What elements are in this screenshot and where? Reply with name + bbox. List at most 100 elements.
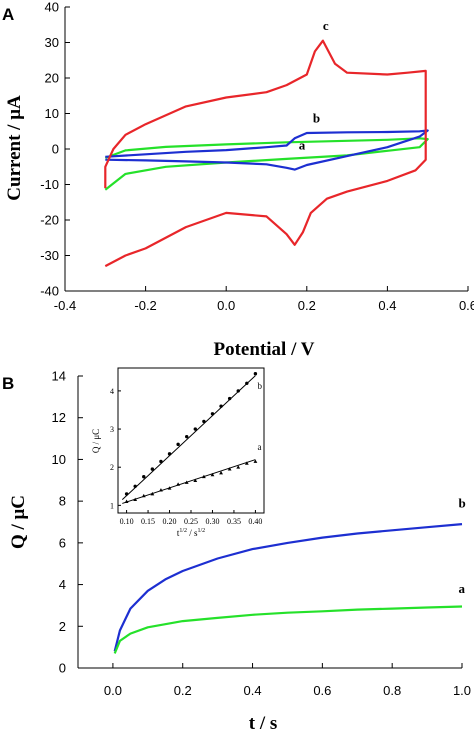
inset-point-b: [185, 434, 189, 439]
y-tick-label: 4: [59, 577, 66, 592]
inset-point-b: [210, 412, 215, 416]
x-axis-title: t / s: [249, 713, 278, 734]
x-tick-label: 0.2: [298, 298, 316, 313]
inset-point-a: [193, 478, 198, 482]
inset-x-axis-title-sup: 1/2: [179, 528, 187, 534]
y-tick-label: 8: [59, 494, 66, 509]
y-tick-label: -30: [40, 248, 59, 263]
inset-point-a: [133, 497, 138, 502]
x-tick-label: -0.4: [54, 298, 76, 313]
inset-point-b: [245, 381, 249, 385]
series-line-b: [105, 129, 429, 171]
x-tick-label: 0.0: [104, 683, 122, 698]
inset-point-a: [141, 493, 146, 498]
y-tick-label: -40: [40, 284, 59, 299]
x-tick-label: 0.6: [459, 298, 474, 313]
x-tick-label: 1.0: [453, 683, 471, 698]
panel-label-a: A: [2, 5, 14, 24]
inset-frame: [117, 367, 265, 514]
inset-x-axis-title-sup2: 1/2: [198, 528, 206, 534]
y-tick-label: 14: [52, 369, 66, 384]
inset-x-tick-label: 0.15: [141, 517, 155, 526]
x-tick-label: -0.2: [134, 298, 156, 313]
curve-label-a: a: [459, 581, 466, 596]
curve-label-a: a: [299, 138, 306, 153]
inset-point-b: [142, 475, 146, 479]
inset-point-a: [210, 472, 215, 477]
inset-point-a: [201, 474, 206, 479]
x-tick-label: 0.4: [378, 298, 396, 313]
inset-curve-label-b: b: [258, 381, 263, 391]
y-tick-label: 30: [45, 35, 59, 50]
inset-point-a: [244, 461, 249, 465]
inset-point-a: [253, 459, 258, 463]
inset-curve-label-a: a: [258, 442, 262, 452]
inset-x-tick-label: 0.10: [120, 517, 134, 526]
inset-point-b: [167, 452, 172, 456]
inset-point-b: [176, 442, 180, 447]
y-tick-label: 10: [52, 452, 66, 467]
chart-a: A -40 -30 -20 -10 0 10 20 30 40 -0.4 -0.2 0.0 0.2 0.4 0…: [2, 0, 474, 360]
x-axis-title: Potential / V: [214, 339, 315, 360]
x-tick-label: 0.8: [383, 683, 401, 698]
y-tick-label: 0: [59, 661, 66, 676]
y-tick-label: 20: [45, 71, 59, 86]
y-axis-title: Q / μC: [8, 495, 29, 549]
x-tick-label: 0.4: [244, 683, 262, 698]
curve-label-b: b: [459, 495, 466, 510]
inset-x-tick-label: 0.25: [184, 517, 198, 526]
series-line-c: [104, 39, 427, 268]
y-axis-title: Current / μA: [4, 95, 25, 201]
inset-point-a: [124, 499, 129, 503]
curve-label-c: c: [323, 18, 329, 33]
inset-y-tick-label: 1: [110, 501, 114, 510]
y-tick-label: 12: [52, 410, 66, 425]
inset-fit-line-b: [121, 375, 256, 501]
inset-point-a: [176, 482, 181, 486]
inset-point-a: [227, 467, 232, 471]
y-tick-label: 2: [59, 619, 66, 634]
inset-point-b: [133, 484, 137, 488]
inset-point-a: [236, 465, 241, 469]
inset-y-axis-title: Q / μC: [91, 429, 101, 453]
inset-point-b: [193, 427, 197, 431]
y-tick-label: 40: [45, 0, 59, 15]
inset-point-b: [202, 419, 206, 424]
inset-y-tick-label: 3: [110, 425, 114, 434]
inset-x-axis-title-t: t: [177, 528, 180, 538]
series-line-a: [104, 137, 429, 191]
curve-label-b: b: [313, 110, 320, 125]
inset-x-axis-title: t1/2 / s1/2: [177, 528, 205, 538]
inset-point-b: [159, 459, 163, 464]
inset-point-b: [236, 389, 240, 393]
series-line-a: [113, 605, 463, 654]
inset-point-a: [184, 480, 189, 484]
y-tick-label: 0: [52, 142, 59, 157]
x-tick-label: 0.0: [217, 298, 235, 313]
x-tick-label: 0.2: [174, 683, 192, 698]
inset-point-b: [253, 372, 258, 376]
inset-x-tick-label: 0.35: [227, 517, 241, 526]
inset-y-tick-label: 2: [110, 463, 114, 472]
inset-x-tick-label: 0.40: [248, 517, 262, 526]
y-tick-label: 6: [59, 535, 66, 550]
inset-point-a: [159, 488, 163, 492]
inset-point-b: [124, 492, 129, 496]
inset-point-a: [219, 470, 223, 475]
inset-x-tick-label: 0.30: [205, 517, 219, 526]
inset-y-tick-label: 4: [110, 387, 114, 396]
inset-point-b: [150, 467, 155, 471]
inset-x-axis-title-unit: / s: [187, 528, 198, 538]
series-line-b: [113, 523, 463, 652]
x-tick-label: 0.6: [313, 683, 331, 698]
inset-point-b: [219, 404, 223, 408]
inset-point-b: [227, 396, 232, 401]
inset-point-a: [150, 491, 155, 496]
y-tick-label: -10: [40, 177, 59, 192]
y-tick-label: -20: [40, 213, 59, 228]
panel-label-b: B: [2, 374, 14, 393]
y-tick-label: 10: [45, 106, 59, 121]
